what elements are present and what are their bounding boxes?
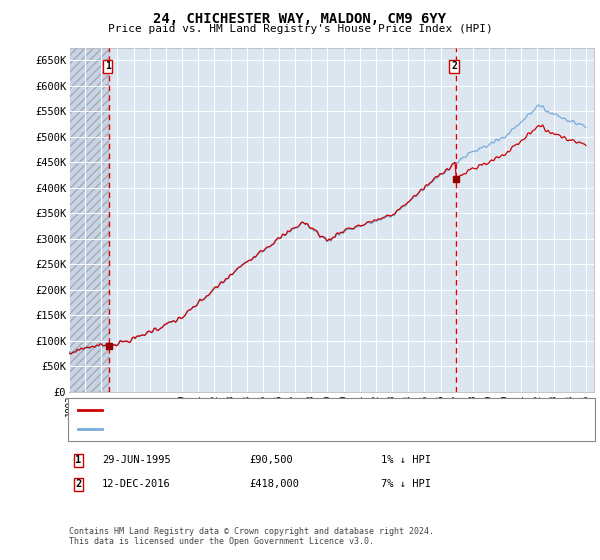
Text: HPI: Average price, detached house, Maldon: HPI: Average price, detached house, Mald…	[106, 424, 353, 433]
Text: £90,500: £90,500	[249, 455, 293, 465]
Text: 7% ↓ HPI: 7% ↓ HPI	[381, 479, 431, 489]
Text: 24, CHICHESTER WAY, MALDON, CM9 6YY (detached house): 24, CHICHESTER WAY, MALDON, CM9 6YY (det…	[106, 405, 412, 415]
Text: 1: 1	[76, 455, 82, 465]
Text: Price paid vs. HM Land Registry's House Price Index (HPI): Price paid vs. HM Land Registry's House …	[107, 24, 493, 34]
Text: 1: 1	[104, 62, 110, 72]
Text: Contains HM Land Registry data © Crown copyright and database right 2024.
This d: Contains HM Land Registry data © Crown c…	[69, 526, 434, 546]
Bar	[69, 48, 109, 392]
Text: 2: 2	[451, 62, 457, 72]
Text: 2: 2	[76, 479, 82, 489]
Text: 24, CHICHESTER WAY, MALDON, CM9 6YY: 24, CHICHESTER WAY, MALDON, CM9 6YY	[154, 12, 446, 26]
Text: 12-DEC-2016: 12-DEC-2016	[102, 479, 171, 489]
Text: 29-JUN-1995: 29-JUN-1995	[102, 455, 171, 465]
Text: £418,000: £418,000	[249, 479, 299, 489]
Text: 1% ↓ HPI: 1% ↓ HPI	[381, 455, 431, 465]
